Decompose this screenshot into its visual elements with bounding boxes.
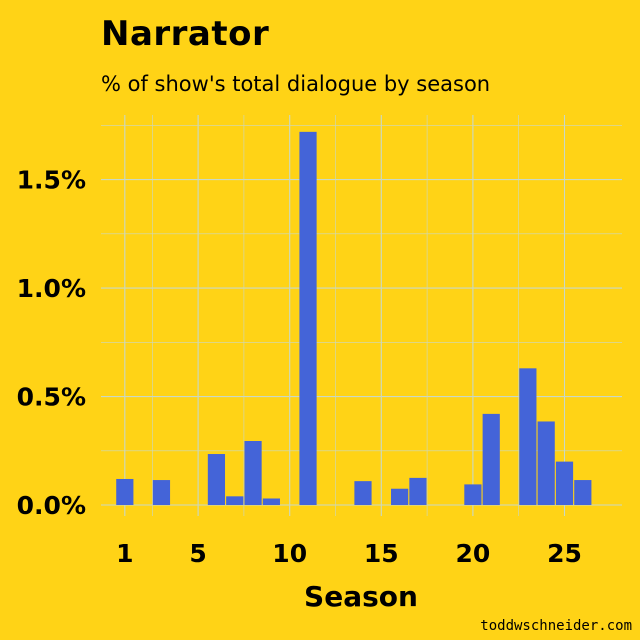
bar-season-9 [262, 498, 280, 505]
bars [116, 131, 592, 505]
bar-season-6 [207, 454, 226, 505]
x-tick-label: 5 [189, 539, 206, 568]
bar-season-21 [482, 413, 500, 505]
bar-season-3 [152, 480, 171, 505]
bar-season-16 [391, 488, 409, 505]
bar-season-7 [226, 496, 244, 505]
x-tick-label: 1 [116, 539, 133, 568]
bar-season-20 [464, 484, 482, 505]
bar-season-24 [537, 421, 555, 505]
x-tick-labels: 1 5 10 15 20 25 [116, 539, 582, 568]
bar-season-1 [116, 478, 134, 505]
x-tick-label: 15 [364, 539, 399, 568]
bar-season-25 [555, 461, 574, 505]
x-tick-label: 20 [456, 539, 491, 568]
x-axis-title: Season [304, 580, 418, 613]
bar-season-26 [574, 480, 592, 505]
bar-season-23 [519, 368, 537, 505]
bar-season-14 [354, 481, 372, 505]
bar-season-8 [244, 441, 262, 505]
chart-subtitle: % of show's total dialogue by season [101, 72, 491, 96]
credit-text: toddwschneider.com [480, 618, 632, 634]
chart-title: Narrator [101, 14, 270, 54]
x-tick-label: 25 [547, 539, 582, 568]
bar-season-11 [299, 131, 317, 505]
y-tick-label: 0.5% [17, 383, 86, 412]
y-tick-label: 1.5% [17, 166, 86, 195]
y-tick-labels: 0.0% 0.5% 1.0% 1.5% [17, 166, 86, 520]
bar-season-17 [409, 477, 427, 505]
grid-lines [101, 115, 622, 516]
y-tick-label: 1.0% [17, 274, 86, 303]
y-tick-label: 0.0% [17, 491, 86, 520]
x-tick-label: 10 [272, 539, 307, 568]
